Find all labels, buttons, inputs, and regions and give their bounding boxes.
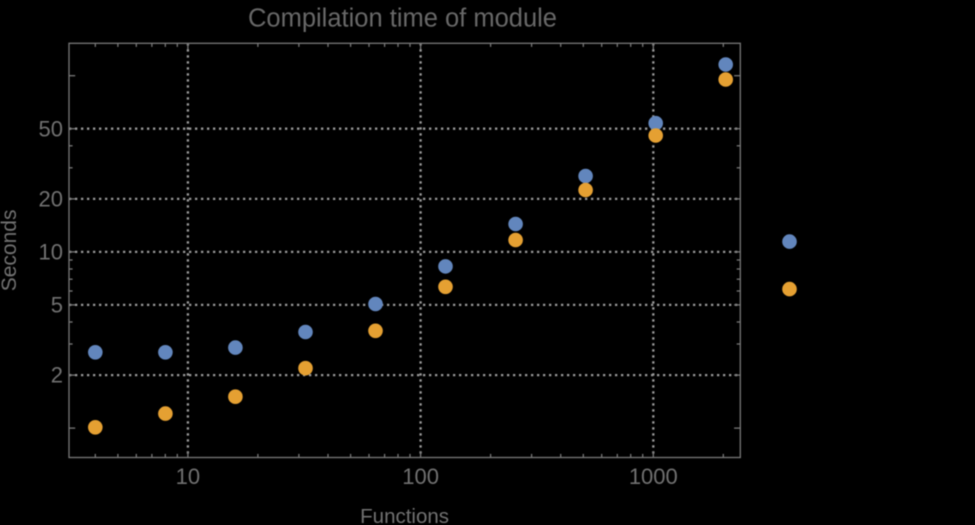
svg-text:50: 50 xyxy=(39,116,63,141)
svg-text:10: 10 xyxy=(176,464,200,489)
svg-text:Compilation time of module: Compilation time of module xyxy=(248,5,557,33)
svg-text:1000: 1000 xyxy=(629,464,678,489)
svg-text:2: 2 xyxy=(51,363,63,388)
svg-text:Seconds: Seconds xyxy=(0,210,21,292)
svg-text:5: 5 xyxy=(51,293,63,318)
svg-text:20: 20 xyxy=(39,187,63,212)
svg-text:Functions: Functions xyxy=(360,505,449,525)
svg-text:100: 100 xyxy=(402,464,439,489)
svg-text:10: 10 xyxy=(39,240,63,265)
